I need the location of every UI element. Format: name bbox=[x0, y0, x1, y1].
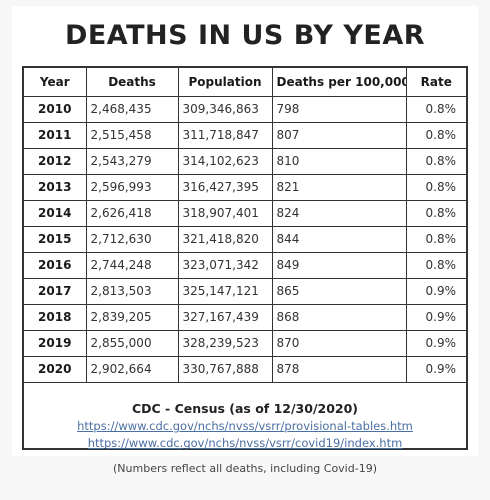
cell-year: 2015 bbox=[24, 225, 87, 253]
column-header-population: Population bbox=[177, 68, 273, 97]
table-body: 2010 2,468,435 309,346,863 798 0.8% 2011 2,515… bbox=[24, 95, 466, 383]
cell-deaths-per-100000: 865 bbox=[271, 277, 407, 305]
cell-year: 2016 bbox=[24, 251, 87, 279]
deaths-table: Year Deaths Population Deaths per 100,00… bbox=[24, 68, 466, 383]
source-link-covid19-index[interactable]: https://www.cdc.gov/nchs/nvss/vsrr/covid… bbox=[87, 436, 403, 450]
cell-deaths-per-100000: 821 bbox=[271, 173, 407, 201]
deaths-table-container: Year Deaths Population Deaths per 100,00… bbox=[22, 66, 468, 450]
cell-population: 316,427,395 bbox=[177, 173, 273, 201]
cell-rate: 0.9% bbox=[405, 329, 466, 357]
cell-rate: 0.8% bbox=[405, 147, 466, 175]
cell-deaths-per-100000: 849 bbox=[271, 251, 407, 279]
table-row: 2016 2,744,248 323,071,342 849 0.8% bbox=[24, 251, 466, 279]
cell-year: 2013 bbox=[24, 173, 87, 201]
table-row: 2017 2,813,503 325,147,121 865 0.9% bbox=[24, 277, 466, 305]
cell-population: 328,239,523 bbox=[177, 329, 273, 357]
cell-deaths: 2,596,993 bbox=[85, 173, 179, 201]
table-row: 2010 2,468,435 309,346,863 798 0.8% bbox=[24, 95, 466, 123]
table-row: 2018 2,839,205 327,167,439 868 0.9% bbox=[24, 303, 466, 331]
cell-rate: 0.8% bbox=[405, 225, 466, 253]
cell-deaths-per-100000: 810 bbox=[271, 147, 407, 175]
cell-deaths: 2,839,205 bbox=[85, 303, 179, 331]
cell-rate: 0.8% bbox=[405, 121, 466, 149]
cell-year: 2011 bbox=[24, 121, 87, 149]
source-title: CDC - Census (as of 12/30/2020) bbox=[131, 401, 359, 416]
cell-rate: 0.9% bbox=[405, 355, 466, 383]
cell-population: 311,718,847 bbox=[177, 121, 273, 149]
page-title: DEATHS IN US BY YEAR bbox=[64, 20, 426, 51]
cell-rate: 0.8% bbox=[405, 173, 466, 201]
cell-population: 327,167,439 bbox=[177, 303, 273, 331]
cell-deaths: 2,855,000 bbox=[85, 329, 179, 357]
table-row: 2020 2,902,664 330,767,888 878 0.9% bbox=[24, 355, 466, 383]
cell-population: 321,418,820 bbox=[177, 225, 273, 253]
source-link-provisional-tables[interactable]: https://www.cdc.gov/nchs/nvss/vsrr/provi… bbox=[77, 419, 413, 433]
source-section: CDC - Census (as of 12/30/2020) https://… bbox=[24, 397, 466, 450]
cell-deaths: 2,626,418 bbox=[85, 199, 179, 227]
cell-deaths: 2,515,458 bbox=[85, 121, 179, 149]
cell-year: 2020 bbox=[24, 355, 87, 383]
cell-population: 323,071,342 bbox=[177, 251, 273, 279]
table-row: 2011 2,515,458 311,718,847 807 0.8% bbox=[24, 121, 466, 149]
cell-year: 2010 bbox=[24, 95, 87, 123]
cell-deaths: 2,813,503 bbox=[85, 277, 179, 305]
cell-population: 325,147,121 bbox=[177, 277, 273, 305]
cell-population: 314,102,623 bbox=[177, 147, 273, 175]
cell-year: 2017 bbox=[24, 277, 87, 305]
cell-deaths: 2,468,435 bbox=[85, 95, 179, 123]
cell-deaths: 2,712,630 bbox=[85, 225, 179, 253]
cell-deaths-per-100000: 868 bbox=[271, 303, 407, 331]
cell-year: 2019 bbox=[24, 329, 87, 357]
cell-year: 2018 bbox=[24, 303, 87, 331]
cell-deaths-per-100000: 824 bbox=[271, 199, 407, 227]
column-header-deaths-per-100000: Deaths per 100,000 bbox=[271, 68, 407, 97]
table-row: 2019 2,855,000 328,239,523 870 0.9% bbox=[24, 329, 466, 357]
column-header-year: Year bbox=[24, 68, 87, 97]
table-header-row: Year Deaths Population Deaths per 100,00… bbox=[24, 68, 466, 97]
cell-rate: 0.8% bbox=[405, 95, 466, 123]
cell-rate: 0.9% bbox=[405, 303, 466, 331]
cell-population: 309,346,863 bbox=[177, 95, 273, 123]
cell-year: 2012 bbox=[24, 147, 87, 175]
cell-deaths-per-100000: 798 bbox=[271, 95, 407, 123]
cell-deaths-per-100000: 878 bbox=[271, 355, 407, 383]
cell-year: 2014 bbox=[24, 199, 87, 227]
column-header-rate: Rate bbox=[405, 68, 466, 97]
cell-rate: 0.9% bbox=[405, 277, 466, 305]
cell-deaths-per-100000: 807 bbox=[271, 121, 407, 149]
infographic-card: DEATHS IN US BY YEAR Year Deaths Populat… bbox=[12, 6, 478, 456]
cell-deaths-per-100000: 870 bbox=[271, 329, 407, 357]
table-row: 2014 2,626,418 318,907,401 824 0.8% bbox=[24, 199, 466, 227]
cell-rate: 0.8% bbox=[405, 251, 466, 279]
footnote: (Numbers reflect all deaths, including C… bbox=[113, 462, 377, 475]
cell-deaths-per-100000: 844 bbox=[271, 225, 407, 253]
cell-deaths: 2,902,664 bbox=[85, 355, 179, 383]
table-row: 2013 2,596,993 316,427,395 821 0.8% bbox=[24, 173, 466, 201]
cell-deaths: 2,744,248 bbox=[85, 251, 179, 279]
table-row: 2015 2,712,630 321,418,820 844 0.8% bbox=[24, 225, 466, 253]
cell-population: 318,907,401 bbox=[177, 199, 273, 227]
cell-rate: 0.8% bbox=[405, 199, 466, 227]
cell-population: 330,767,888 bbox=[177, 355, 273, 383]
table-row: 2012 2,543,279 314,102,623 810 0.8% bbox=[24, 147, 466, 175]
column-header-deaths: Deaths bbox=[85, 68, 179, 97]
cell-deaths: 2,543,279 bbox=[85, 147, 179, 175]
